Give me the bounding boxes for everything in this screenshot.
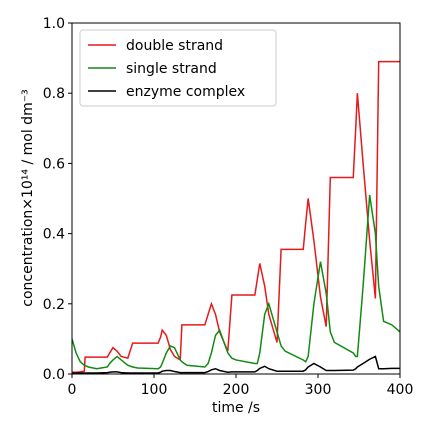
y-tick-label: 0.8 bbox=[43, 86, 65, 102]
x-tick-label: 0 bbox=[68, 382, 77, 398]
x-tick-label: 200 bbox=[223, 382, 250, 398]
y-tick-label: 1.0 bbox=[43, 16, 65, 32]
y-tick-label: 0.0 bbox=[43, 367, 65, 383]
x-tick-label: 300 bbox=[305, 382, 332, 398]
line-series bbox=[72, 60, 400, 373]
x-axis-label: time /s bbox=[212, 400, 260, 416]
plot-frame bbox=[71, 22, 401, 375]
x-tick-label: 100 bbox=[141, 382, 168, 398]
y-tick-label: 0.4 bbox=[43, 227, 65, 243]
legend-label: enzyme complex bbox=[126, 84, 245, 100]
line-series bbox=[72, 355, 400, 374]
legend-label: single strand bbox=[126, 61, 217, 77]
line-series bbox=[72, 194, 400, 370]
x-tick-label: 400 bbox=[387, 382, 414, 398]
y-tick-label: 0.6 bbox=[43, 156, 65, 172]
legend-label: double strand bbox=[126, 38, 223, 54]
legend-box bbox=[79, 29, 277, 107]
y-axis-label: concentration×10¹⁴ / mol dm⁻³ bbox=[20, 89, 36, 306]
y-tick-label: 0.2 bbox=[43, 297, 65, 313]
